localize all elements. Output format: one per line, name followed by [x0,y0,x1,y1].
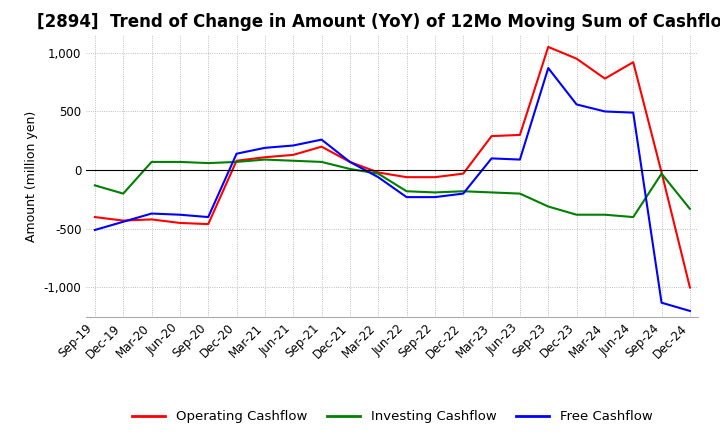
Line: Investing Cashflow: Investing Cashflow [95,160,690,217]
Operating Cashflow [516,132,524,138]
Free Cashflow [431,194,439,200]
Operating Cashflow [600,76,609,81]
Investing Cashflow [176,159,184,165]
Operating Cashflow [148,217,156,222]
Line: Free Cashflow: Free Cashflow [95,68,690,311]
Investing Cashflow [600,212,609,217]
Investing Cashflow [402,189,411,194]
Investing Cashflow [657,171,666,176]
Operating Cashflow [402,175,411,180]
Operating Cashflow [459,171,467,176]
Free Cashflow [289,143,297,148]
Free Cashflow [516,157,524,162]
Operating Cashflow [261,154,269,160]
Free Cashflow [204,214,212,220]
Investing Cashflow [685,206,694,212]
Investing Cashflow [148,159,156,165]
Operating Cashflow [119,218,127,223]
Free Cashflow [629,110,637,115]
Operating Cashflow [346,159,354,165]
Operating Cashflow [374,170,382,175]
Operating Cashflow [204,221,212,227]
Free Cashflow [233,151,241,156]
Y-axis label: Amount (million yen): Amount (million yen) [25,110,38,242]
Investing Cashflow [629,214,637,220]
Free Cashflow [374,175,382,180]
Investing Cashflow [572,212,581,217]
Free Cashflow [487,156,496,161]
Investing Cashflow [289,158,297,163]
Operating Cashflow [91,214,99,220]
Free Cashflow [148,211,156,216]
Investing Cashflow [431,190,439,195]
Operating Cashflow [657,170,666,175]
Investing Cashflow [516,191,524,196]
Investing Cashflow [204,161,212,166]
Operating Cashflow [318,144,326,149]
Free Cashflow [459,191,467,196]
Investing Cashflow [459,189,467,194]
Legend: Operating Cashflow, Investing Cashflow, Free Cashflow: Operating Cashflow, Investing Cashflow, … [127,405,657,429]
Operating Cashflow [544,44,552,50]
Free Cashflow [572,102,581,107]
Investing Cashflow [544,204,552,209]
Investing Cashflow [487,190,496,195]
Free Cashflow [261,145,269,150]
Investing Cashflow [318,159,326,165]
Investing Cashflow [91,183,99,188]
Operating Cashflow [572,56,581,61]
Operating Cashflow [487,133,496,139]
Operating Cashflow [629,59,637,65]
Free Cashflow [176,212,184,217]
Operating Cashflow [431,175,439,180]
Operating Cashflow [233,158,241,163]
Investing Cashflow [233,159,241,165]
Operating Cashflow [289,152,297,158]
Operating Cashflow [685,285,694,290]
Investing Cashflow [374,171,382,176]
Free Cashflow [657,300,666,305]
Free Cashflow [544,66,552,71]
Title: [2894]  Trend of Change in Amount (YoY) of 12Mo Moving Sum of Cashflows: [2894] Trend of Change in Amount (YoY) o… [37,13,720,31]
Free Cashflow [318,137,326,142]
Free Cashflow [402,194,411,200]
Investing Cashflow [261,157,269,162]
Free Cashflow [119,219,127,224]
Line: Operating Cashflow: Operating Cashflow [95,47,690,287]
Investing Cashflow [346,166,354,172]
Free Cashflow [91,227,99,233]
Free Cashflow [685,308,694,314]
Free Cashflow [600,109,609,114]
Free Cashflow [346,159,354,165]
Investing Cashflow [119,191,127,196]
Operating Cashflow [176,220,184,226]
